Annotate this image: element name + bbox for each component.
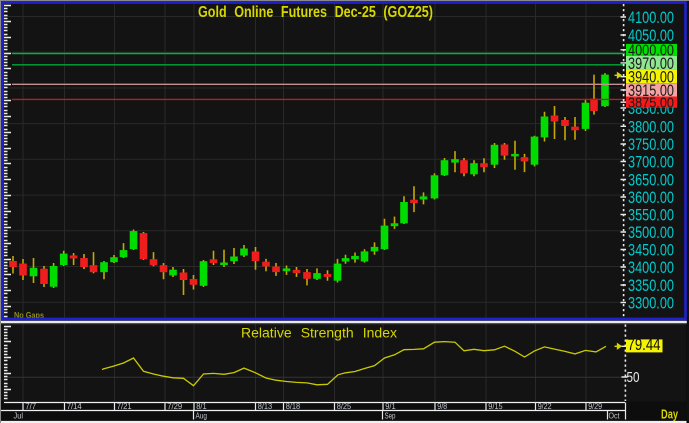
svg-text:7/7: 7/7	[25, 402, 37, 411]
svg-text:9/15: 9/15	[488, 402, 503, 411]
svg-text:3875.00: 3875.00	[628, 95, 674, 111]
svg-text:3650.00: 3650.00	[628, 172, 674, 190]
svg-text:Gold Online Futures Dec-25: Gold Online Futures Dec-25 (GOZ25)	[198, 4, 433, 21]
svg-text:8/1: 8/1	[196, 402, 207, 411]
svg-text:7/29: 7/29	[167, 402, 183, 411]
svg-text:3700.00: 3700.00	[628, 154, 674, 172]
svg-text:50: 50	[627, 369, 640, 386]
svg-text:4050.00: 4050.00	[628, 27, 674, 45]
svg-text:3550.00: 3550.00	[628, 207, 674, 225]
svg-text:3450.00: 3450.00	[628, 242, 674, 260]
svg-text:3970.00: 3970.00	[628, 55, 674, 73]
svg-text:7/14: 7/14	[67, 402, 83, 411]
svg-text:4000.00: 4000.00	[628, 42, 674, 59]
svg-text:Sep: Sep	[385, 411, 396, 420]
svg-text:3940.00: 3940.00	[628, 69, 674, 87]
svg-text:3400.00: 3400.00	[628, 259, 674, 277]
svg-text:3750.00: 3750.00	[628, 136, 674, 154]
svg-text:3915.00: 3915.00	[628, 82, 674, 100]
svg-text:Aug: Aug	[196, 411, 208, 420]
svg-text:Day: Day	[661, 408, 678, 422]
svg-text:3600.00: 3600.00	[628, 189, 674, 207]
svg-text:Oct: Oct	[609, 411, 621, 420]
svg-text:8/13: 8/13	[258, 402, 273, 411]
svg-text:7/21: 7/21	[117, 402, 133, 411]
svg-text:8/18: 8/18	[286, 402, 301, 411]
svg-text:3350.00: 3350.00	[628, 277, 674, 295]
svg-text:9/22: 9/22	[538, 402, 552, 411]
svg-text:79.44: 79.44	[628, 336, 661, 354]
svg-text:No Gaps: No Gaps	[14, 310, 44, 320]
svg-text:3500.00: 3500.00	[628, 224, 674, 242]
svg-text:4100.00: 4100.00	[628, 9, 674, 27]
svg-text:3800.00: 3800.00	[628, 118, 674, 136]
svg-text:3300.00: 3300.00	[628, 295, 674, 313]
svg-text:8/25: 8/25	[337, 402, 352, 411]
svg-text:Jul: Jul	[14, 411, 24, 420]
svg-text:9/1: 9/1	[385, 402, 396, 411]
svg-text:Relative Strength Index: Relative Strength Index	[241, 326, 397, 341]
svg-text:9/29: 9/29	[588, 402, 602, 411]
svg-text:9/8: 9/8	[437, 402, 447, 411]
